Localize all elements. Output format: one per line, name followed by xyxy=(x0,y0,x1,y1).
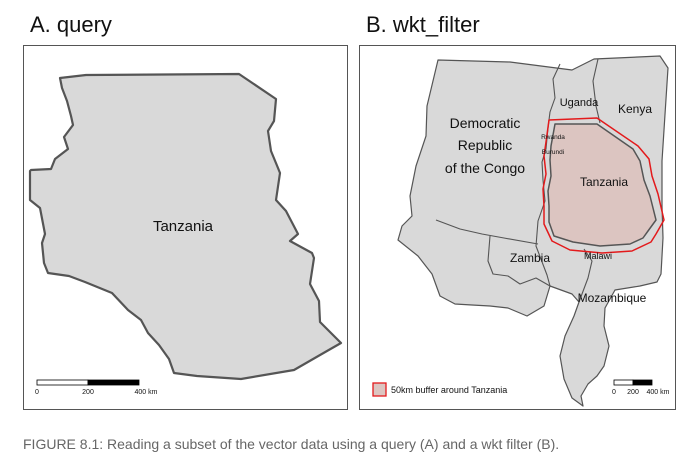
map-panel-a: Tanzania 0 200 400 km xyxy=(23,45,348,410)
label-drc-line1: Democratic xyxy=(450,115,521,131)
label-drc-line2: Republic xyxy=(458,137,512,153)
legend: 50km buffer around Tanzania xyxy=(372,382,507,397)
tanzania-label: Tanzania xyxy=(153,218,214,235)
scale-tick-200: 200 xyxy=(82,389,94,396)
label-rwanda: Rwanda xyxy=(541,134,565,141)
label-drc-line3: of the Congo xyxy=(445,160,525,176)
map-panel-b: Democratic Republic of the Congo Uganda … xyxy=(359,45,676,410)
label-zambia: Zambia xyxy=(510,251,550,265)
scale-bar-b: 0 200 400 km xyxy=(612,379,670,396)
panel-b-title: B. wkt_filter xyxy=(366,12,480,37)
label-tanzania: Tanzania xyxy=(580,175,628,189)
tanzania-shape xyxy=(28,72,343,381)
label-malawi: Malawi xyxy=(584,251,612,261)
label-mozambique: Mozambique xyxy=(578,291,647,305)
scale-b-tick-400: 400 km xyxy=(647,389,670,396)
scale-bar-a: 0 200 400 km xyxy=(35,379,158,396)
scale-tick-0: 0 xyxy=(35,389,39,396)
scale-b-tick-0: 0 xyxy=(612,389,616,396)
tanzania-shape-b xyxy=(547,123,657,247)
label-kenya: Kenya xyxy=(618,102,652,116)
scale-b-tick-200: 200 xyxy=(627,389,639,396)
label-burundi: Burundi xyxy=(542,149,564,156)
buffer-outline xyxy=(542,117,665,254)
scale-tick-400: 400 km xyxy=(135,389,158,396)
map-a-svg: Tanzania 0 200 400 km xyxy=(28,72,343,396)
map-b-svg: Democratic Republic of the Congo Uganda … xyxy=(372,55,670,407)
panel-a-title: A. query xyxy=(30,12,112,37)
figure-caption: FIGURE 8.1: Reading a subset of the vect… xyxy=(23,436,560,452)
label-uganda: Uganda xyxy=(560,97,599,109)
legend-label: 50km buffer around Tanzania xyxy=(391,385,507,395)
legend-swatch xyxy=(372,382,387,397)
